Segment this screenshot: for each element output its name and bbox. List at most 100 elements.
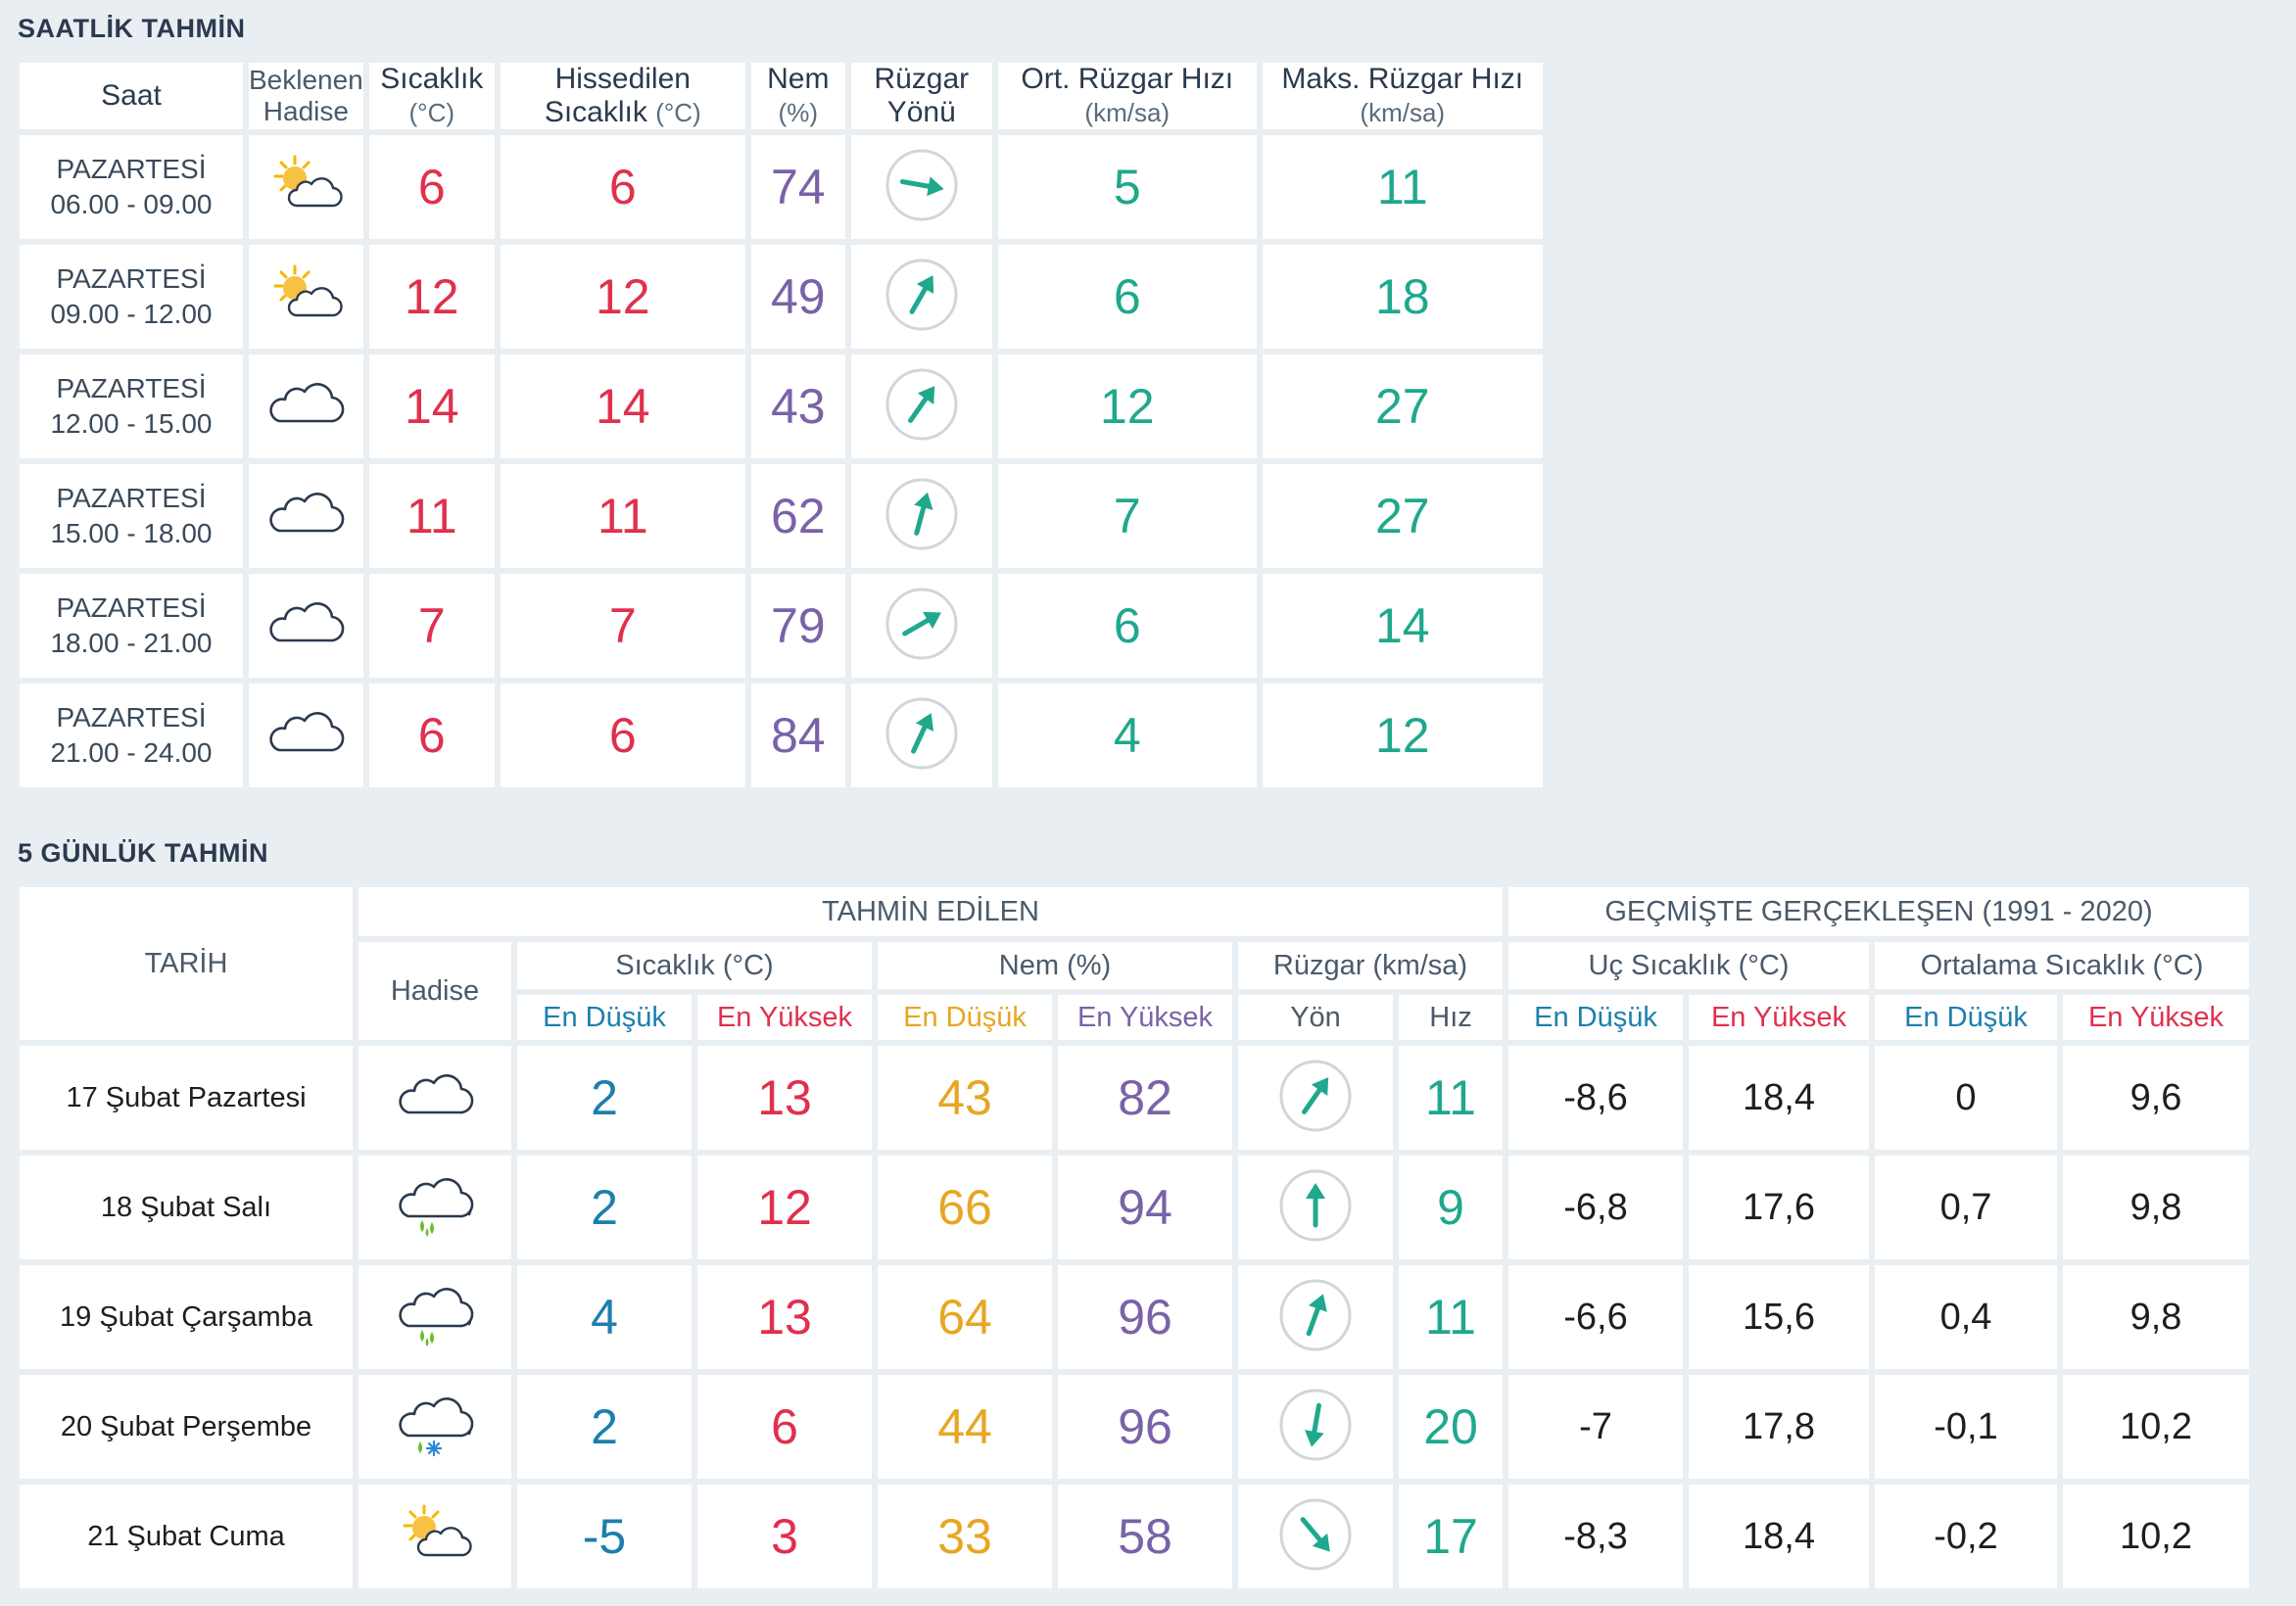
event-cell — [249, 354, 363, 458]
header-event-line2: Hadise — [263, 96, 349, 126]
event-cell — [249, 464, 363, 568]
humidity-value: 62 — [750, 464, 845, 568]
humidity-value: 49 — [750, 245, 845, 349]
wind-dir-cell — [1238, 1046, 1393, 1150]
temp-min-value: -5 — [517, 1485, 692, 1588]
header-event: Hadise — [359, 942, 511, 1040]
temp-max-value: 13 — [697, 1046, 872, 1150]
header-humidity: Nem (%) — [878, 942, 1232, 989]
header-forecast: TAHMİN EDİLEN — [359, 887, 1503, 936]
max-wind-value: 18 — [1262, 245, 1543, 349]
humidity-value: 43 — [750, 354, 845, 458]
hum-min-value: 64 — [878, 1265, 1052, 1369]
temp-min-value: 4 — [517, 1265, 692, 1369]
header-max-wind: Maks. Rüzgar Hızı (km/sa) — [1262, 63, 1543, 129]
partly-sunny-icon — [262, 151, 350, 219]
header-humidity-label: Nem — [767, 63, 830, 95]
time-cell: PAZARTESİ 18.00 - 21.00 — [20, 574, 243, 678]
avg-min-value: -0,2 — [1875, 1485, 2057, 1588]
ext-max-value: 18,4 — [1689, 1485, 1869, 1588]
avg-max-value: 10,2 — [2063, 1485, 2249, 1588]
hum-max-value: 94 — [1058, 1156, 1232, 1259]
header-history: GEÇMİŞTE GERÇEKLEŞEN (1991 - 2020) — [1508, 887, 2249, 936]
header-feels-label: Hissedilen Sıcaklık — [544, 63, 691, 128]
header-wind-dir: Yön — [1238, 995, 1393, 1040]
header-temp-min: En Düşük — [517, 995, 692, 1040]
daily-forecast-table: TARİH TAHMİN EDİLEN GEÇMİŞTE GERÇEKLEŞEN… — [14, 881, 2255, 1594]
hum-min-value: 43 — [878, 1046, 1052, 1150]
header-temp-max: En Yüksek — [697, 995, 872, 1040]
time-range: 18.00 - 21.00 — [50, 628, 213, 658]
wind-direction-icon — [1276, 1057, 1355, 1135]
hourly-header-row: Saat Beklenen Hadise Sıcaklık (°C) Hisse… — [20, 63, 1543, 129]
day-label: PAZARTESİ — [56, 592, 207, 623]
header-avg-wind-label: Ort. Rüzgar Hızı — [1021, 63, 1234, 95]
feels-value: 11 — [500, 464, 745, 568]
temp-max-value: 13 — [697, 1265, 872, 1369]
header-event-line1: Beklenen — [249, 65, 363, 95]
max-wind-value: 12 — [1262, 684, 1543, 787]
daily-row: 18 Şubat Salı 2 12 66 94 9 -6,8 17,6 0,7 9,8 — [20, 1156, 2249, 1259]
header-wind-dir: Rüzgar Yönü — [850, 63, 992, 129]
temp-value: 6 — [368, 135, 495, 239]
wind-speed-value: 17 — [1399, 1485, 1503, 1588]
avg-max-value: 9,6 — [2063, 1046, 2249, 1150]
hourly-row: PAZARTESİ 06.00 - 09.00 6 6 74 5 11 — [20, 135, 1543, 239]
header-avg-max: En Yüksek — [2063, 995, 2249, 1040]
avg-max-value: 10,2 — [2063, 1375, 2249, 1479]
time-cell: PAZARTESİ 15.00 - 18.00 — [20, 464, 243, 568]
wind-direction-icon — [1276, 1276, 1355, 1354]
hourly-forecast-table: Saat Beklenen Hadise Sıcaklık (°C) Hisse… — [14, 57, 1549, 793]
time-cell: PAZARTESİ 12.00 - 15.00 — [20, 354, 243, 458]
header-event: Beklenen Hadise — [249, 63, 363, 129]
avg-max-value: 9,8 — [2063, 1156, 2249, 1259]
cloud-icon — [262, 480, 350, 548]
ext-min-value: -7 — [1508, 1375, 1683, 1479]
avg-wind-value: 6 — [997, 574, 1257, 678]
day-label: PAZARTESİ — [56, 702, 207, 732]
event-cell — [249, 574, 363, 678]
daily-row: 21 Şubat Cuma -5 3 33 58 17 -8,3 18,4 -0,2 10,2 — [20, 1485, 2249, 1588]
cloud-icon — [391, 1062, 479, 1130]
wind-direction-icon — [883, 694, 961, 773]
temp-value: 11 — [368, 464, 495, 568]
wind-dir-cell — [1238, 1265, 1393, 1369]
rain-icon — [391, 1171, 479, 1240]
hum-min-value: 66 — [878, 1156, 1052, 1259]
avg-wind-value: 7 — [997, 464, 1257, 568]
ext-max-value: 17,8 — [1689, 1375, 1869, 1479]
daily-row: 20 Şubat Perşembe 2 6 44 96 20 -7 17,8 -0,1 10,2 — [20, 1375, 2249, 1479]
time-range: 09.00 - 12.00 — [50, 299, 213, 329]
header-average-temp: Ortalama Sıcaklık (°C) — [1875, 942, 2249, 989]
header-time: Saat — [20, 63, 243, 129]
day-label: PAZARTESİ — [56, 373, 207, 403]
feels-value: 7 — [500, 574, 745, 678]
wind-dir-cell — [1238, 1156, 1393, 1259]
temp-max-value: 6 — [697, 1375, 872, 1479]
header-max-wind-label: Maks. Rüzgar Hızı — [1281, 63, 1524, 95]
temp-value: 6 — [368, 684, 495, 787]
header-ext-min: En Düşük — [1508, 995, 1683, 1040]
event-cell — [359, 1375, 511, 1479]
rain-icon — [391, 1281, 479, 1349]
date-cell: 21 Şubat Cuma — [20, 1485, 353, 1588]
wind-dir-cell — [850, 574, 992, 678]
daily-header-row-2: Hadise Sıcaklık (°C) Nem (%) Rüzgar (km/… — [20, 942, 2249, 1040]
temp-value: 7 — [368, 574, 495, 678]
time-range: 15.00 - 18.00 — [50, 518, 213, 548]
avg-wind-value: 6 — [997, 245, 1257, 349]
header-hum-min: En Düşük — [878, 995, 1052, 1040]
header-ext-max: En Yüksek — [1689, 995, 1869, 1040]
avg-wind-value: 4 — [997, 684, 1257, 787]
wind-dir-cell — [1238, 1375, 1393, 1479]
wind-direction-icon — [1276, 1386, 1355, 1464]
date-cell: 20 Şubat Perşembe — [20, 1375, 353, 1479]
avg-wind-value: 5 — [997, 135, 1257, 239]
feels-value: 12 — [500, 245, 745, 349]
header-humidity-unit: (%) — [778, 98, 818, 127]
humidity-value: 74 — [750, 135, 845, 239]
wind-direction-icon — [883, 146, 961, 224]
wind-dir-cell — [850, 245, 992, 349]
feels-value: 6 — [500, 135, 745, 239]
wind-direction-icon — [883, 365, 961, 444]
